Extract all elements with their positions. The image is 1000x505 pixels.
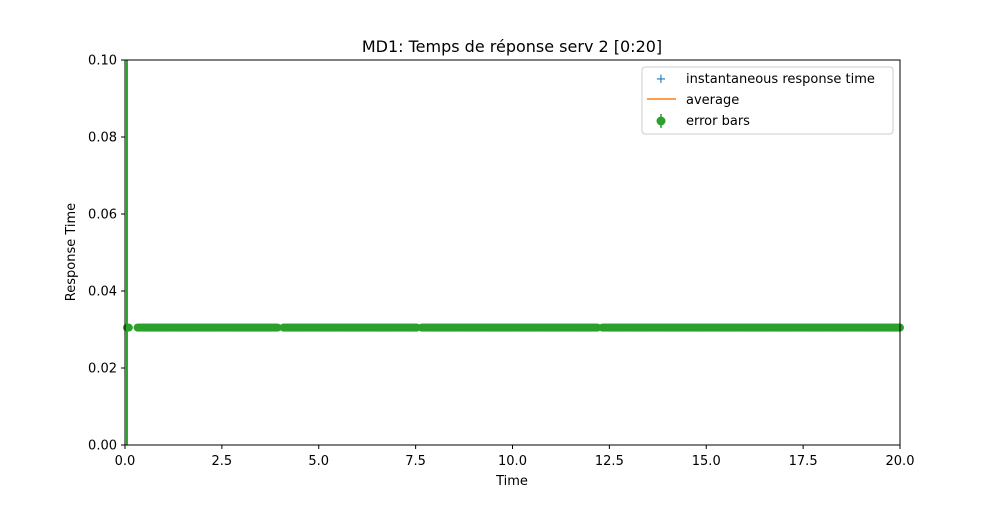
y-tick-label: 0.10 bbox=[88, 54, 117, 69]
x-tick-label: 2.5 bbox=[212, 454, 233, 469]
legend: + instantaneous response time average er… bbox=[641, 66, 894, 135]
y-tick-label: 0.08 bbox=[88, 131, 117, 146]
y-tick-label: 0.06 bbox=[88, 208, 117, 223]
x-tick-label: 20.0 bbox=[886, 454, 915, 469]
y-axis-label: Response Time bbox=[64, 203, 79, 301]
x-axis-label: Time bbox=[495, 474, 528, 489]
error-bar-point bbox=[273, 323, 282, 332]
x-tick-label: 12.5 bbox=[595, 454, 624, 469]
y-tick-label: 0.04 bbox=[88, 285, 117, 300]
legend-dot-marker bbox=[656, 116, 666, 126]
legend-label-error-bars: error bars bbox=[686, 114, 750, 129]
x-tick-label: 0.0 bbox=[115, 454, 136, 469]
plot-area bbox=[122, 60, 904, 445]
x-tick-label: 10.0 bbox=[498, 454, 527, 469]
y-tick-label: 0.02 bbox=[88, 362, 117, 377]
x-tick-label: 15.0 bbox=[692, 454, 721, 469]
legend-label-instantaneous: instantaneous response time bbox=[686, 72, 875, 87]
x-tick-label: 7.5 bbox=[405, 454, 426, 469]
y-tick-label: 0.00 bbox=[88, 439, 117, 454]
legend-box bbox=[641, 66, 894, 135]
x-tick-label: 5.0 bbox=[308, 454, 329, 469]
error-bar-point bbox=[124, 323, 133, 332]
y-axis: 0.00 0.02 0.04 0.06 0.08 0.10 bbox=[88, 54, 125, 454]
legend-label-average: average bbox=[686, 93, 739, 108]
x-tick-label: 17.5 bbox=[789, 454, 818, 469]
chart-title: MD1: Temps de réponse serv 2 [0:20] bbox=[362, 37, 662, 56]
legend-plus-marker: + bbox=[656, 72, 667, 87]
x-axis: 0.0 2.5 5.0 7.5 10.0 12.5 15.0 17.5 20.0 bbox=[115, 445, 915, 469]
